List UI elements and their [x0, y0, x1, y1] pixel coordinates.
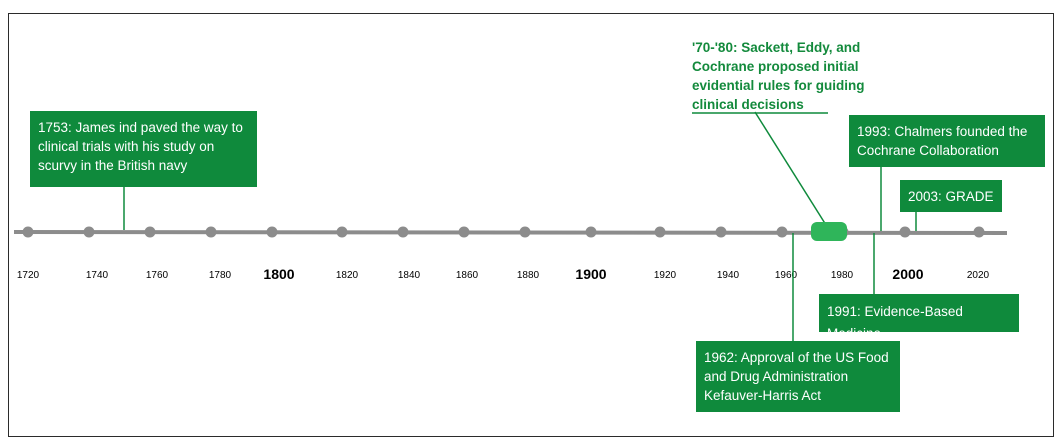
highlight-period-1970-1980 [811, 222, 847, 241]
timeline-dot-1860 [458, 226, 470, 238]
year-label-1800: 1800 [263, 266, 294, 282]
year-label-1740: 1740 [86, 270, 109, 281]
timeline-dot-1960 [776, 226, 788, 238]
year-label-1720: 1720 [17, 270, 40, 281]
timeline-dot-1840 [397, 226, 409, 238]
year-label-1880: 1880 [517, 270, 540, 281]
timeline-dot-2020 [973, 226, 985, 238]
connector-7080 [754, 111, 827, 226]
timeline-dot-1780 [205, 226, 217, 238]
year-label-1960: 1960 [775, 270, 798, 281]
timeline-dot-1820 [336, 226, 348, 238]
year-label-1900: 1900 [575, 266, 606, 282]
year-label-1840: 1840 [398, 270, 421, 281]
year-label-1860: 1860 [456, 270, 479, 281]
timeline-dot-1800 [266, 226, 278, 238]
event-1993: 1993: Chalmers founded the Cochrane Coll… [849, 115, 1045, 167]
event-1753: 1753: James ind paved the way to clinica… [30, 111, 257, 187]
event-1991: 1991: Evidence-Based Medicine [819, 294, 1019, 341]
timeline-dot-1740 [83, 226, 95, 238]
year-label-1940: 1940 [717, 270, 740, 281]
event-1962: 1962: Approval of the US Food and Drug A… [696, 341, 900, 412]
timeline-dot-1720 [22, 226, 34, 238]
timeline-axis [13, 230, 1008, 235]
timeline-dot-1940 [715, 226, 727, 238]
year-label-2020: 2020 [967, 270, 990, 281]
timeline-dot-1880 [519, 226, 531, 238]
timeline-dot-2000 [899, 226, 911, 238]
year-label-1820: 1820 [336, 270, 359, 281]
timeline-dot-1760 [144, 226, 156, 238]
year-label-1980: 1980 [831, 270, 854, 281]
timeline-dot-1900 [585, 226, 597, 238]
event-2003: 2003: GRADE [900, 180, 1002, 212]
year-label-1760: 1760 [146, 270, 169, 281]
year-label-1780: 1780 [209, 270, 232, 281]
timeline-dot-1920 [654, 226, 666, 238]
year-label-1920: 1920 [654, 270, 677, 281]
year-label-2000: 2000 [892, 266, 923, 282]
event-1970-1980: '70-'80: Sackett, Eddy, and Cochrane pro… [692, 40, 865, 112]
